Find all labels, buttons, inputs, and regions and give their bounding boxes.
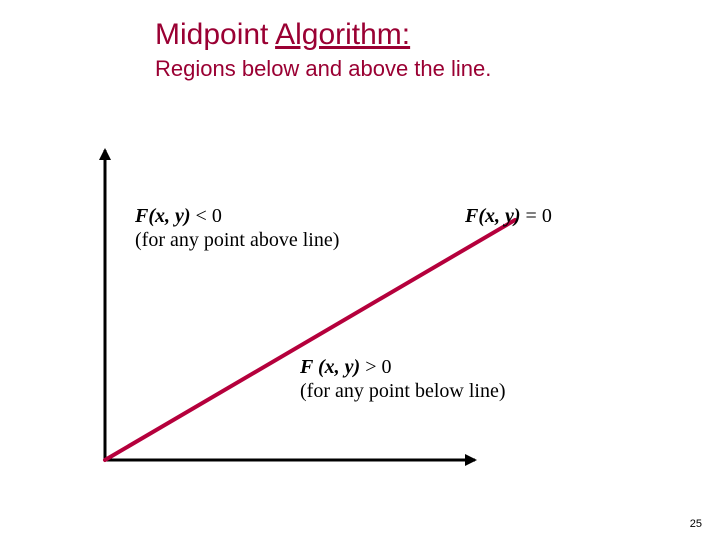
fxy-online: F(x, y): [465, 205, 521, 227]
title-plain: Midpoint: [155, 18, 275, 51]
page-title: Midpoint Algorithm:: [155, 18, 410, 52]
paren-below: (for any point below line): [300, 380, 506, 402]
fxy-below: F (x, y): [300, 356, 360, 378]
rel-online: = 0: [521, 205, 552, 227]
annotation-below-line: F (x, y) > 0 (for any point below line): [300, 355, 506, 403]
fxy-above: F(x, y): [135, 205, 191, 227]
rel-above: < 0: [191, 205, 222, 227]
annotation-above-line: F(x, y) < 0 (for any point above line): [135, 204, 339, 252]
title-underlined: Algorithm:: [275, 18, 410, 51]
page-subtitle: Regions below and above the line.: [155, 56, 491, 82]
paren-above: (for any point above line): [135, 229, 339, 251]
diagram-area: F(x, y) < 0 (for any point above line) F…: [75, 140, 635, 480]
annotation-on-line: F(x, y) = 0: [465, 204, 552, 228]
axes-svg: [75, 140, 635, 480]
rel-below: > 0: [360, 356, 391, 378]
page-number: 25: [690, 518, 702, 530]
